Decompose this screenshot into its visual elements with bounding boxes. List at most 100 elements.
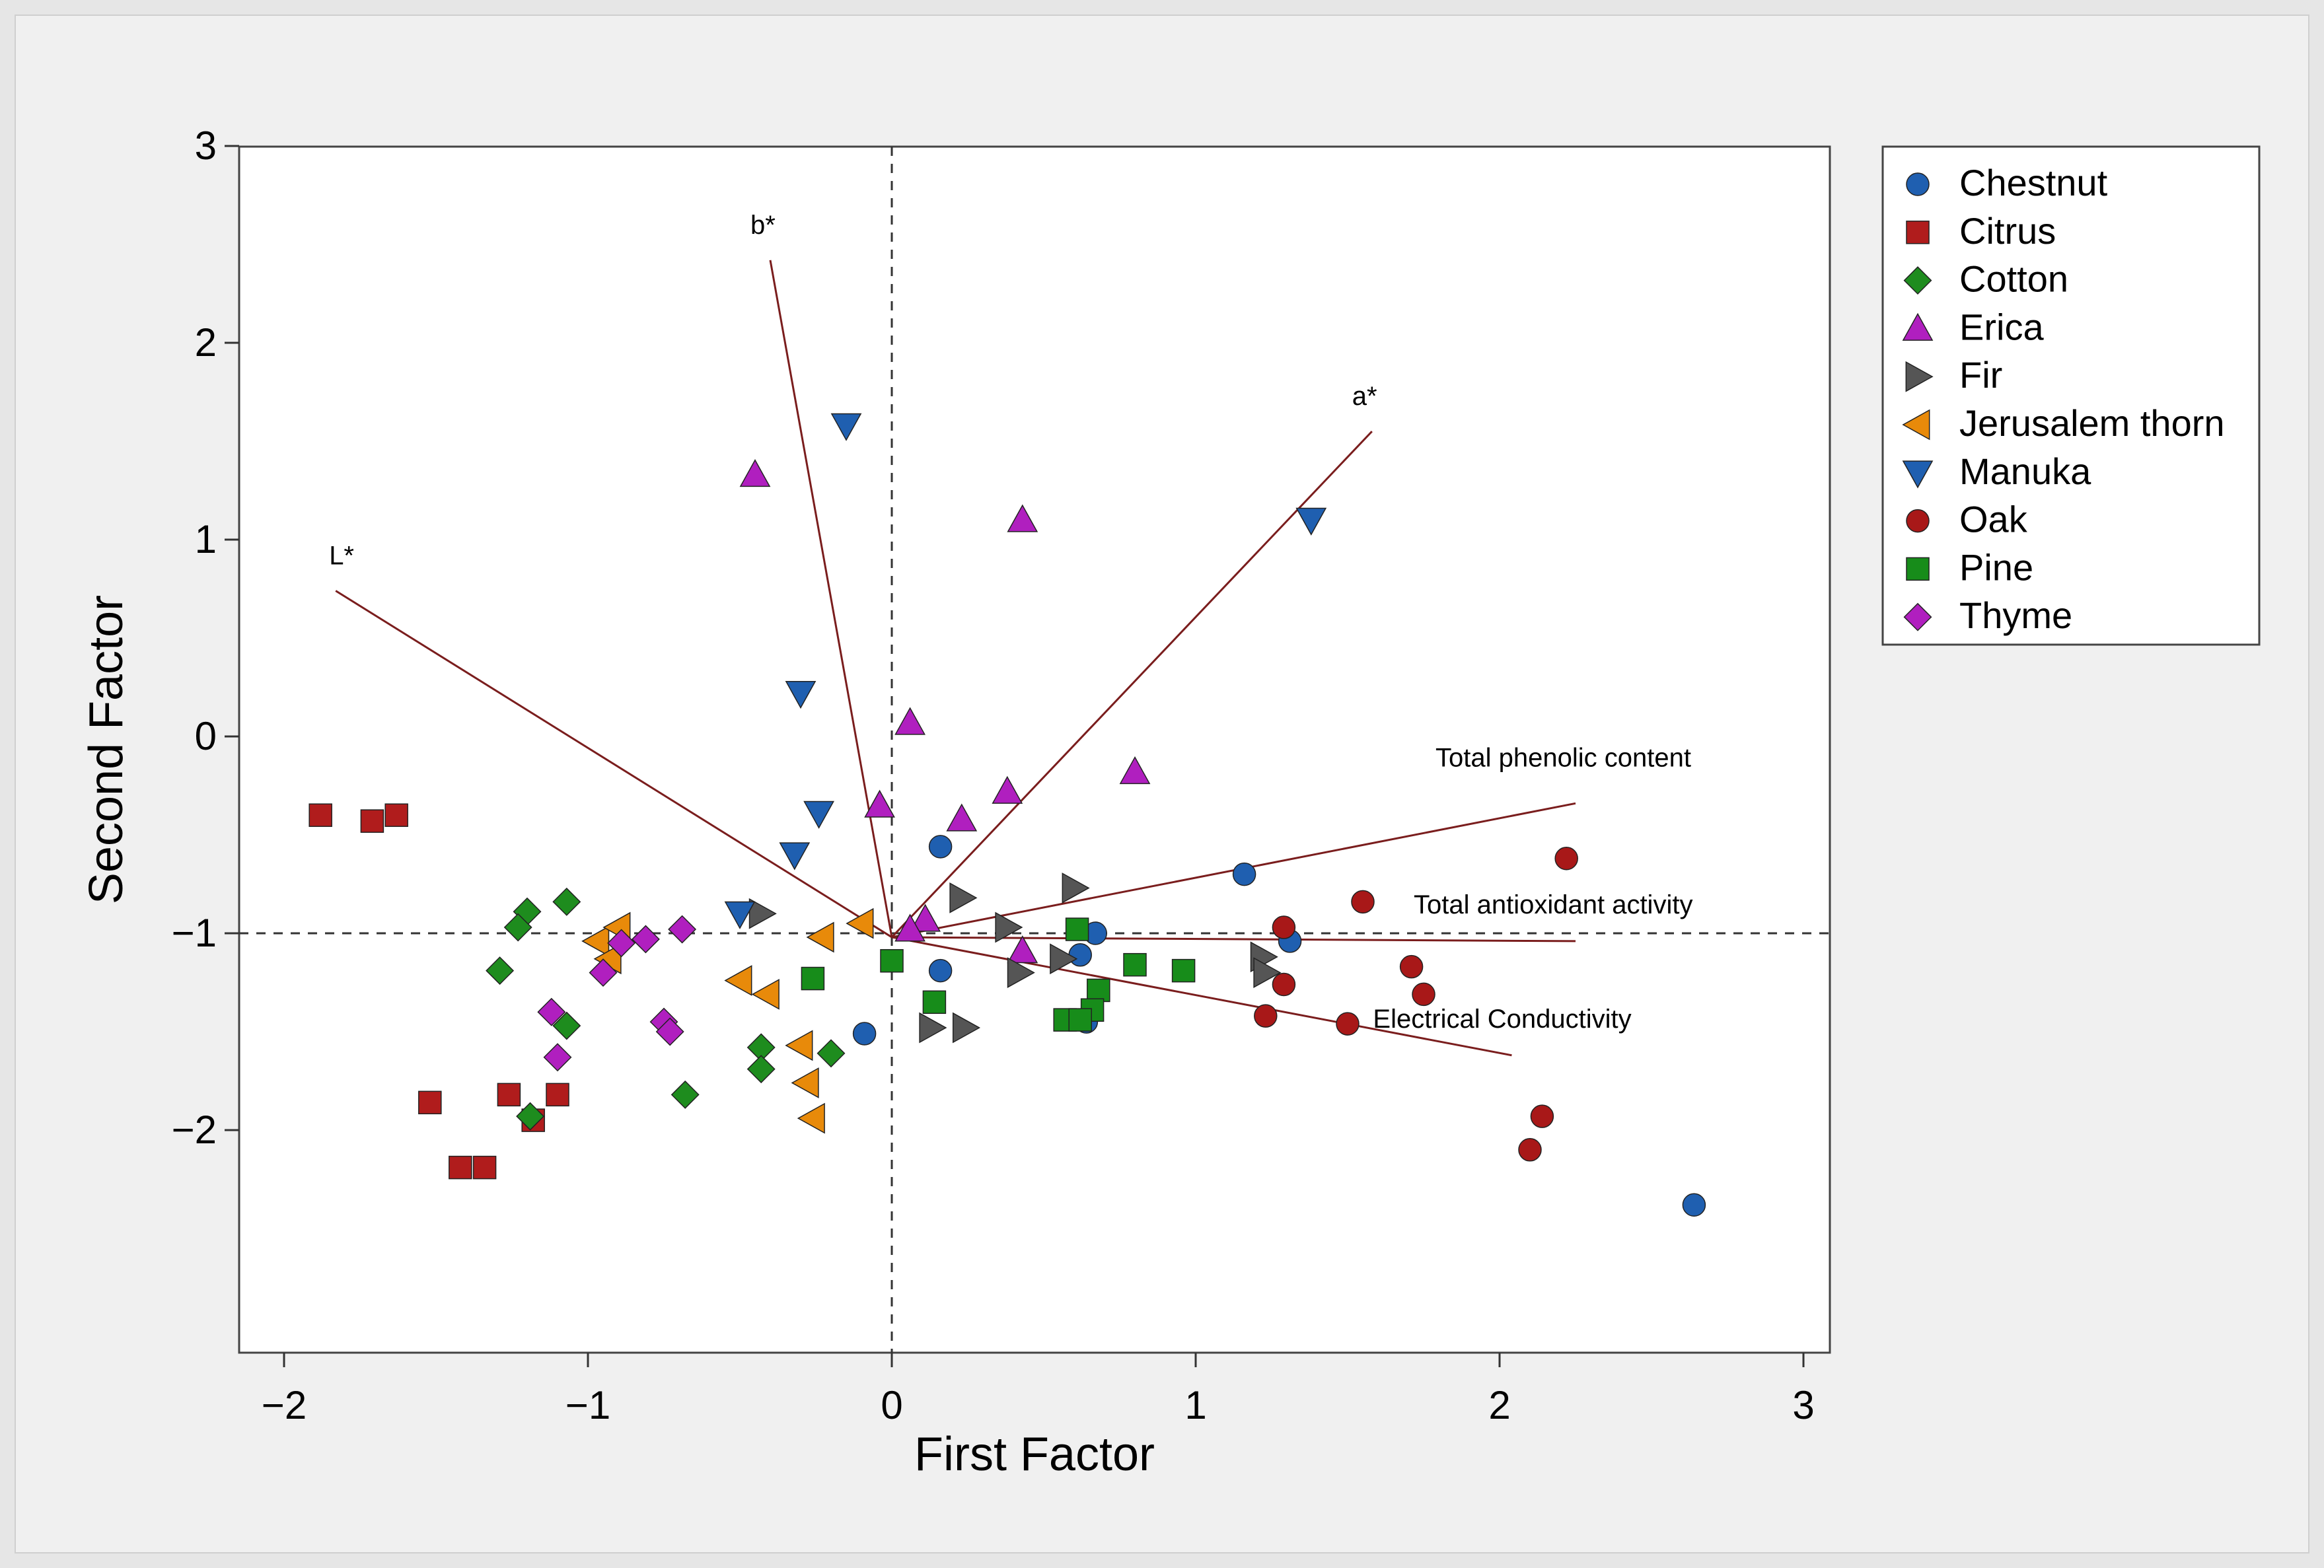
data-point (1007, 935, 1038, 964)
data-point (779, 842, 811, 871)
data-point (1554, 847, 1578, 871)
legend-label: Jerusalem thorn (1959, 402, 2225, 444)
data-point (922, 990, 947, 1015)
data-point (1399, 954, 1424, 979)
data-point (1272, 915, 1296, 939)
data-point (946, 803, 978, 832)
data-point (1254, 1004, 1278, 1028)
data-point (806, 921, 834, 953)
data-point (797, 1102, 825, 1134)
legend-marker (1902, 460, 1934, 489)
legend-box (1881, 145, 2261, 646)
vector-line (769, 260, 893, 938)
series-manuka (724, 413, 1327, 929)
data-point (497, 1083, 521, 1107)
data-point (1530, 1104, 1554, 1128)
data-point (894, 707, 926, 735)
data-point (817, 1039, 846, 1068)
y-axis-title: Second Factor (80, 595, 133, 904)
vector-label: a* (1352, 382, 1377, 411)
y-tick-label: −2 (172, 1108, 217, 1152)
data-point (880, 948, 904, 973)
data-point (1295, 507, 1327, 536)
vector-line (891, 936, 1576, 943)
data-point (852, 1022, 877, 1046)
data-point (801, 966, 825, 991)
data-point (1007, 957, 1035, 988)
data-point (748, 898, 777, 929)
legend-marker (1902, 312, 1934, 341)
data-point (309, 803, 332, 827)
x-tick-label: 1 (1184, 1383, 1206, 1427)
data-point (928, 958, 953, 983)
data-point (631, 925, 660, 954)
vector-label: Total phenolic content (1435, 743, 1691, 772)
data-point (607, 929, 636, 958)
vector-line (335, 590, 892, 939)
data-point (671, 1080, 700, 1109)
legend-label: Cotton (1959, 258, 2068, 300)
y-tick-label: 3 (195, 124, 217, 168)
series-oak (1254, 847, 1578, 1162)
data-point (503, 913, 532, 942)
data-point (1119, 756, 1151, 785)
data-point (864, 789, 895, 818)
legend-marker (1903, 602, 1932, 631)
data-point (486, 956, 515, 985)
data-point (830, 413, 862, 441)
legend-label: Chestnut (1959, 162, 2108, 203)
x-axis-title: First Factor (914, 1428, 1155, 1481)
data-point (724, 901, 756, 929)
x-tick-label: 0 (881, 1383, 902, 1427)
data-point (992, 775, 1023, 804)
data-point (543, 1043, 572, 1072)
data-point (1412, 982, 1435, 1007)
series-citrus (309, 803, 569, 1180)
legend-label: Citrus (1959, 210, 2056, 252)
reference-lines (239, 147, 1830, 1353)
data-point (1068, 943, 1092, 967)
legend-label: Manuka (1959, 450, 2091, 492)
legend: Chestnut Citrus Cotton Erica Fir Jerusalem th… (1881, 145, 2261, 646)
data-point (928, 835, 953, 859)
data-point (739, 459, 771, 487)
data-point (1171, 958, 1196, 983)
legend-label: Fir (1959, 354, 2002, 396)
data-point (785, 1030, 813, 1061)
data-points (309, 413, 1706, 1217)
data-point (360, 809, 384, 833)
vector-label: Electrical Conductivity (1373, 1005, 1631, 1034)
data-point (1518, 1138, 1542, 1162)
series-fir (748, 873, 1282, 1044)
data-point (952, 1012, 981, 1044)
data-point (949, 882, 978, 913)
data-point (1253, 957, 1282, 988)
data-point (1272, 972, 1296, 997)
vector-label: L* (329, 541, 354, 570)
data-point (655, 1017, 684, 1046)
data-point (1065, 917, 1089, 941)
data-point (995, 911, 1023, 943)
data-point (449, 1155, 472, 1180)
loading-vectors: L* b* a* Total phenolic content Total antiox… (329, 211, 1692, 1057)
legend-label: Erica (1959, 306, 2044, 347)
x-tick-label: −1 (565, 1383, 610, 1427)
data-point (1068, 1008, 1092, 1032)
legend-label: Pine (1959, 546, 2033, 588)
y-tick-label: 2 (195, 320, 217, 365)
y-tick-label: 1 (195, 517, 217, 561)
legend-marker (1906, 509, 1930, 533)
data-point (589, 958, 618, 987)
data-point (746, 1055, 776, 1084)
data-point (1123, 952, 1147, 977)
data-point (1062, 873, 1090, 904)
legend-marker (1902, 409, 1930, 441)
y-tick-label: −1 (172, 911, 217, 955)
legend-marker (1905, 361, 1934, 392)
data-point (751, 979, 780, 1010)
legend-label: Oak (1959, 499, 2028, 540)
legend-marker (1906, 557, 1930, 581)
legend-marker (1906, 172, 1930, 196)
data-point (919, 1012, 947, 1044)
data-point (537, 997, 566, 1026)
